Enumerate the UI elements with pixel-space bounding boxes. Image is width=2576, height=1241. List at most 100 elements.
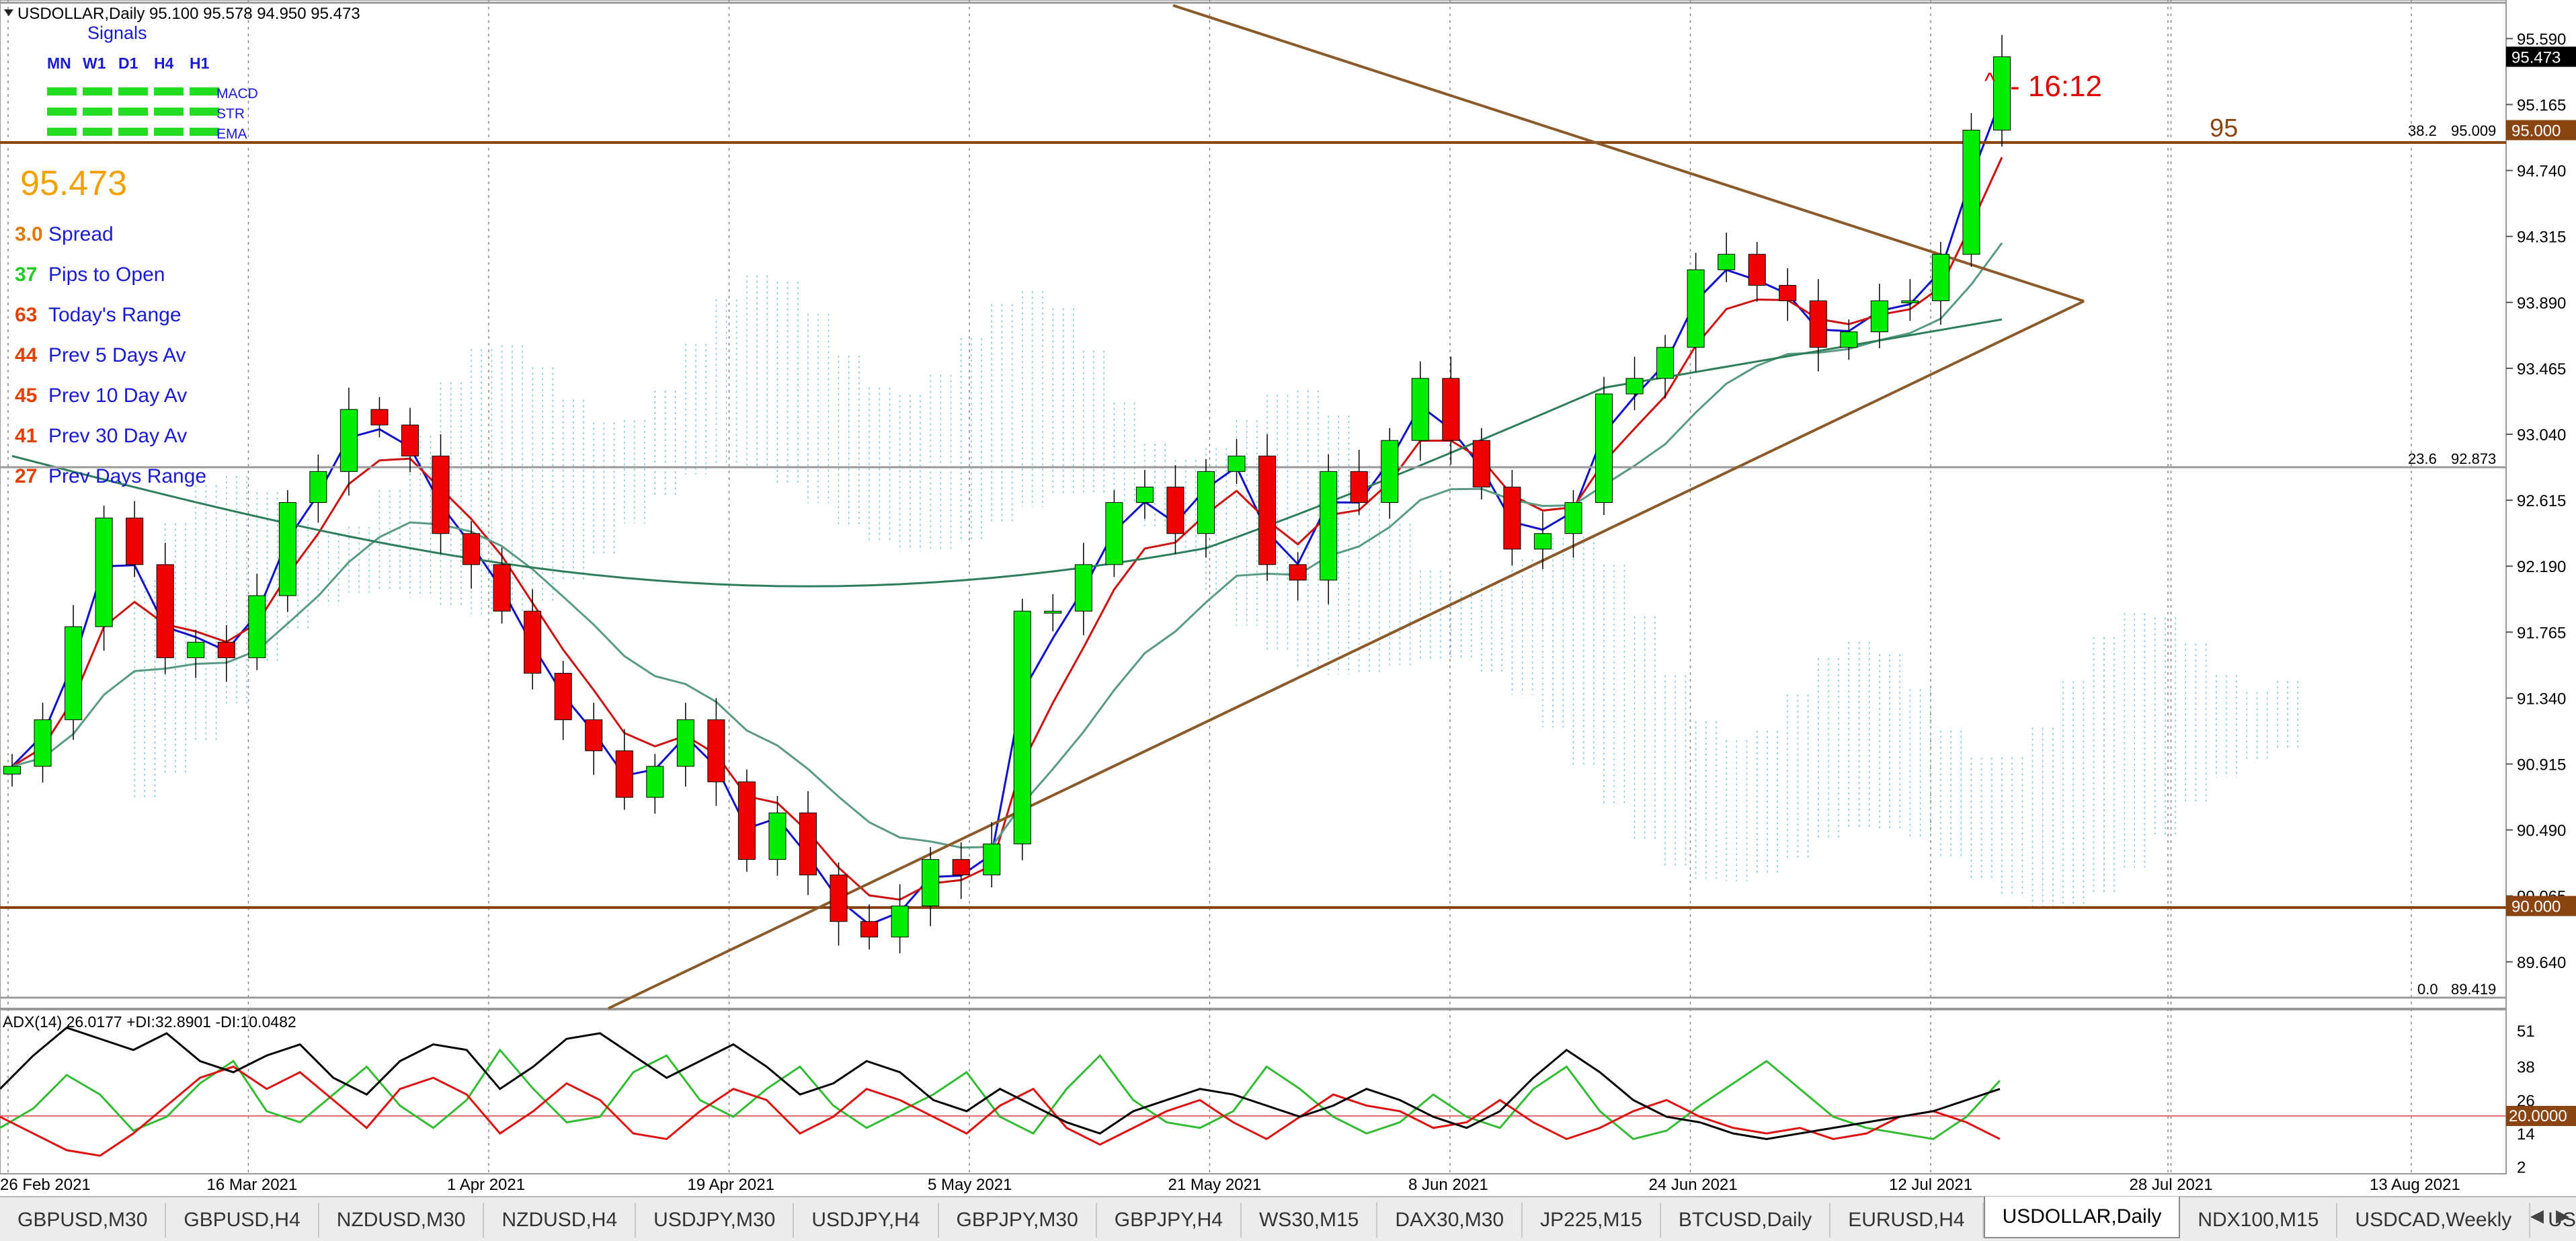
- time-label-3: 19 Apr 2021: [688, 1176, 774, 1194]
- time-label-10: 13 Aug 2021: [2370, 1176, 2460, 1194]
- candle-body: [1687, 269, 1705, 348]
- current-price-label: 95.473: [20, 164, 127, 203]
- tab-nzdusd-m30[interactable]: NZDUSD,M30: [319, 1202, 485, 1238]
- time-label-7: 24 Jun 2021: [1649, 1176, 1738, 1194]
- tab-nzdusd-h4[interactable]: NZDUSD,H4: [484, 1202, 637, 1238]
- fib-236-label: 23.6: [2408, 450, 2437, 467]
- candle-body: [1656, 347, 1675, 379]
- tab-btcusd-daily[interactable]: BTCUSD,Daily: [1661, 1202, 1831, 1238]
- price-tick-8: 92.190: [2517, 558, 2566, 576]
- fib-0-value: 89.419: [2451, 981, 2496, 998]
- time-label-1: 16 Mar 2021: [207, 1176, 298, 1194]
- price-tag-bg: [2506, 46, 2576, 67]
- price-tick-6: 93.040: [2517, 426, 2566, 444]
- signal-indicator-str: STR: [216, 106, 245, 122]
- stats-rows: 3.0 Spread 37 Pips to Open 63 Today's Range 44…: [15, 223, 206, 487]
- signal-tf-mn: MN: [47, 54, 71, 72]
- adx-pane: [0, 1009, 2507, 1174]
- tab-usdchf-daily[interactable]: USDCHF,Dail: [2530, 1203, 2576, 1238]
- tab-gbpjpy-h4[interactable]: GBPJPY,H4: [1097, 1202, 1242, 1238]
- candle-body: [1350, 471, 1368, 504]
- adx-tick-3: 14: [2517, 1125, 2535, 1144]
- candle-body: [707, 719, 725, 783]
- candle-body: [493, 564, 511, 612]
- candle-body: [339, 409, 358, 472]
- time-label-2: 1 Apr 2021: [447, 1176, 525, 1194]
- time-label-6: 8 Jun 2021: [1408, 1176, 1488, 1194]
- candle-body: [1044, 610, 1062, 614]
- tab-gbpusd-m30[interactable]: GBPUSD,M30: [0, 1202, 167, 1238]
- time-label-0: 26 Feb 2021: [0, 1176, 91, 1194]
- candle-body: [983, 843, 1001, 875]
- collapse-triangle-icon[interactable]: [4, 9, 13, 16]
- ema-line: [11, 242, 2003, 849]
- adx-minus-di-line: [0, 1066, 2001, 1157]
- signal-cell: [154, 87, 184, 95]
- signal-cell: [190, 108, 219, 116]
- candle-body: [830, 874, 848, 922]
- candle-body: [1748, 253, 1766, 286]
- signal-cell: [190, 87, 219, 95]
- candle-body: [3, 766, 22, 774]
- tab-ws30-m15[interactable]: WS30,M15: [1242, 1202, 1378, 1238]
- candle-body: [217, 641, 235, 658]
- candle-body: [1870, 300, 1888, 333]
- price-tick-10: 91.340: [2517, 690, 2566, 708]
- vertical-grid: [7, 0, 2412, 1174]
- candle-body: [462, 533, 481, 565]
- candle-body: [952, 858, 970, 875]
- tab-gbpusd-h4[interactable]: GBPUSD,H4: [166, 1202, 319, 1238]
- signal-tf-w1: W1: [83, 54, 106, 72]
- candle-body: [799, 812, 817, 875]
- tab-scroll-right-icon[interactable]: ▶: [2556, 1205, 2569, 1226]
- candle-body: [1381, 440, 1399, 504]
- fib-0-label: 0.0: [2417, 981, 2438, 998]
- level-95-label: 95: [2210, 114, 2238, 143]
- candle-body: [1320, 471, 1338, 581]
- stat-label-1: Pips to Open: [48, 264, 165, 286]
- tab-scroll-arrows: ◀ ▶: [2530, 1205, 2569, 1226]
- stat-value-6: 27: [15, 465, 37, 487]
- candle-body: [615, 750, 633, 798]
- chart-tab-bar: GBPUSD,M30 GBPUSD,H4 NZDUSD,M30 NZDUSD,H…: [0, 1196, 2576, 1241]
- tab-usdcad-weekly[interactable]: USDCAD,Weekly: [2337, 1202, 2531, 1238]
- adx-tick-0: 51: [2517, 1023, 2535, 1041]
- candle-body: [1931, 253, 1949, 301]
- tab-eurusd-h4[interactable]: EURUSD,H4: [1830, 1202, 1984, 1238]
- price-tag-0: 95.473: [2511, 48, 2561, 67]
- tab-gbpjpy-m30[interactable]: GBPJPY,M30: [939, 1202, 1097, 1238]
- tab-ndx100-m15[interactable]: NDX100,M15: [2180, 1202, 2338, 1238]
- candle-body: [1533, 533, 1552, 550]
- candle-body: [1503, 486, 1521, 550]
- tab-dax30-m30[interactable]: DAX30,M30: [1377, 1202, 1523, 1238]
- price-chart[interactable]: 95.590 95.165 94.740 94.315 93.890 93.465 93.0…: [0, 0, 2576, 1196]
- candle-body: [1993, 56, 2011, 131]
- price-tick-5: 93.465: [2517, 360, 2566, 378]
- tab-usdollar-daily[interactable]: USDOLLAR,Daily: [1983, 1196, 2181, 1238]
- signal-cell: [118, 108, 148, 116]
- price-tag-1: 95.000: [2511, 122, 2561, 141]
- tab-usdjpy-h4[interactable]: USDJPY,H4: [794, 1202, 939, 1238]
- tab-usdjpy-m30[interactable]: USDJPY,M30: [636, 1202, 795, 1238]
- ema-line: [11, 157, 2003, 901]
- candle-body: [401, 424, 419, 456]
- time-label-8: 12 Jul 2021: [1889, 1176, 1972, 1194]
- candle-body: [432, 455, 450, 534]
- tab-scroll-left-icon[interactable]: ◀: [2530, 1205, 2544, 1226]
- candle-body: [1013, 610, 1031, 844]
- candle-body: [1135, 486, 1154, 504]
- signal-cell: [154, 108, 184, 116]
- signal-cell: [47, 128, 77, 136]
- lower-trendline[interactable]: [608, 300, 2085, 1010]
- tab-jp225-m15[interactable]: JP225,M15: [1523, 1202, 1661, 1238]
- upper-trendline[interactable]: [1172, 4, 2085, 303]
- candle-body: [1166, 486, 1184, 534]
- candle-body: [524, 610, 542, 674]
- signal-cell: [83, 108, 112, 116]
- candle-body: [860, 921, 879, 938]
- candle-body: [1962, 130, 1980, 255]
- candle-body: [646, 766, 664, 798]
- signal-cell: [118, 128, 148, 136]
